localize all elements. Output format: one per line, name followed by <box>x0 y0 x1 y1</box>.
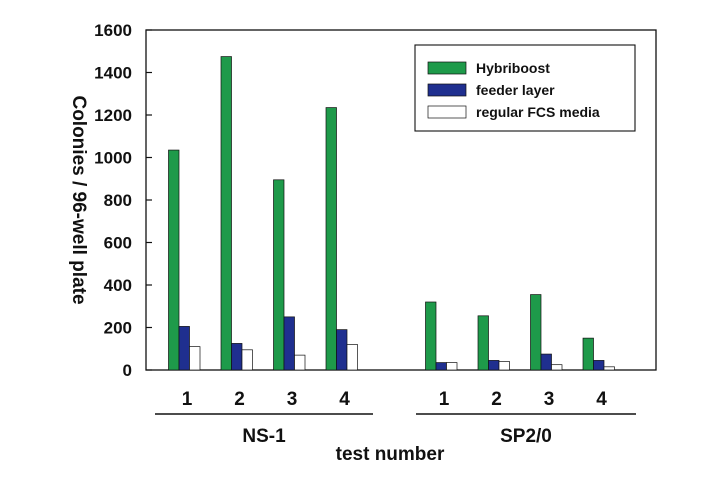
y-tick-label-2: 400 <box>104 276 132 295</box>
legend-label-regular-fcs-media: regular FCS media <box>476 104 600 120</box>
x-tick-label-sp20-1: 1 <box>439 389 450 410</box>
bar-regular-fcs-media-sp20-4 <box>603 366 615 371</box>
x-tick-label-ns1-3: 3 <box>287 389 298 410</box>
bar-feeder-layer-sp20-1 <box>435 362 447 371</box>
bar-regular-fcs-media-sp20-1 <box>446 362 458 371</box>
legend-swatch-feeder-layer <box>427 83 467 97</box>
bar-feeder-layer-sp20-3 <box>540 353 552 371</box>
bar-hybriboost-sp20-1 <box>425 301 437 371</box>
bar-feeder-layer-sp20-4 <box>593 360 605 371</box>
y-axis-title: Colonies / 96-well plate <box>68 95 89 304</box>
x-tick-label-ns1-4: 4 <box>339 389 350 410</box>
x-axis: 1 2 3 4 NS-1 1 2 3 4 SP2/0 <box>155 389 636 447</box>
y-tick-label-6: 1200 <box>94 106 132 125</box>
bar-hybriboost-ns1-1 <box>168 149 180 371</box>
bar-feeder-layer-ns1-2 <box>231 343 243 371</box>
x-tick-label-ns1-1: 1 <box>182 389 193 410</box>
bar-feeder-layer-sp20-2 <box>488 360 500 371</box>
y-tick-label-0: 0 <box>123 361 132 380</box>
x-tick-label-sp20-4: 4 <box>596 389 607 410</box>
bar-regular-fcs-media-sp20-3 <box>551 364 563 371</box>
bars <box>168 56 615 371</box>
y-tick-label-3: 600 <box>104 234 132 253</box>
bar-hybriboost-sp20-4 <box>582 337 594 371</box>
x-tick-label-ns1-2: 2 <box>234 389 245 410</box>
bar-regular-fcs-media-ns1-3 <box>294 354 306 371</box>
bar-hybriboost-ns1-4 <box>325 107 337 371</box>
bar-hybriboost-sp20-3 <box>530 294 542 371</box>
bar-regular-fcs-media-ns1-1 <box>189 346 201 371</box>
bar-regular-fcs-media-sp20-2 <box>498 361 510 371</box>
legend: Hybriboost feeder layer regular FCS medi… <box>414 44 636 132</box>
bar-hybriboost-sp20-2 <box>477 315 489 371</box>
legend-swatch-hybriboost <box>427 61 467 75</box>
bar-feeder-layer-ns1-4 <box>336 329 348 371</box>
group-label-ns1: NS-1 <box>242 426 286 447</box>
x-axis-title: test number <box>336 444 445 465</box>
bar-feeder-layer-ns1-1 <box>178 326 190 371</box>
x-tick-label-sp20-3: 3 <box>544 389 555 410</box>
y-axis: 0 200 400 600 800 1000 1200 1400 1600 <box>94 21 152 380</box>
y-tick-label-8: 1600 <box>94 21 132 40</box>
bar-regular-fcs-media-ns1-2 <box>241 349 253 371</box>
bar-feeder-layer-ns1-3 <box>283 316 295 371</box>
legend-label-hybriboost: Hybriboost <box>476 60 550 76</box>
y-tick-label-4: 800 <box>104 191 132 210</box>
bar-regular-fcs-media-ns1-4 <box>346 344 358 371</box>
y-tick-label-1: 200 <box>104 319 132 338</box>
y-tick-label-5: 1000 <box>94 149 132 168</box>
legend-label-feeder-layer: feeder layer <box>476 82 555 98</box>
bar-hybriboost-ns1-2 <box>220 56 232 371</box>
x-tick-label-sp20-2: 2 <box>491 389 502 410</box>
legend-swatch-regular-fcs-media <box>427 105 467 119</box>
bar-hybriboost-ns1-3 <box>273 179 285 371</box>
group-label-sp20: SP2/0 <box>500 426 552 447</box>
y-tick-label-7: 1400 <box>94 64 132 83</box>
